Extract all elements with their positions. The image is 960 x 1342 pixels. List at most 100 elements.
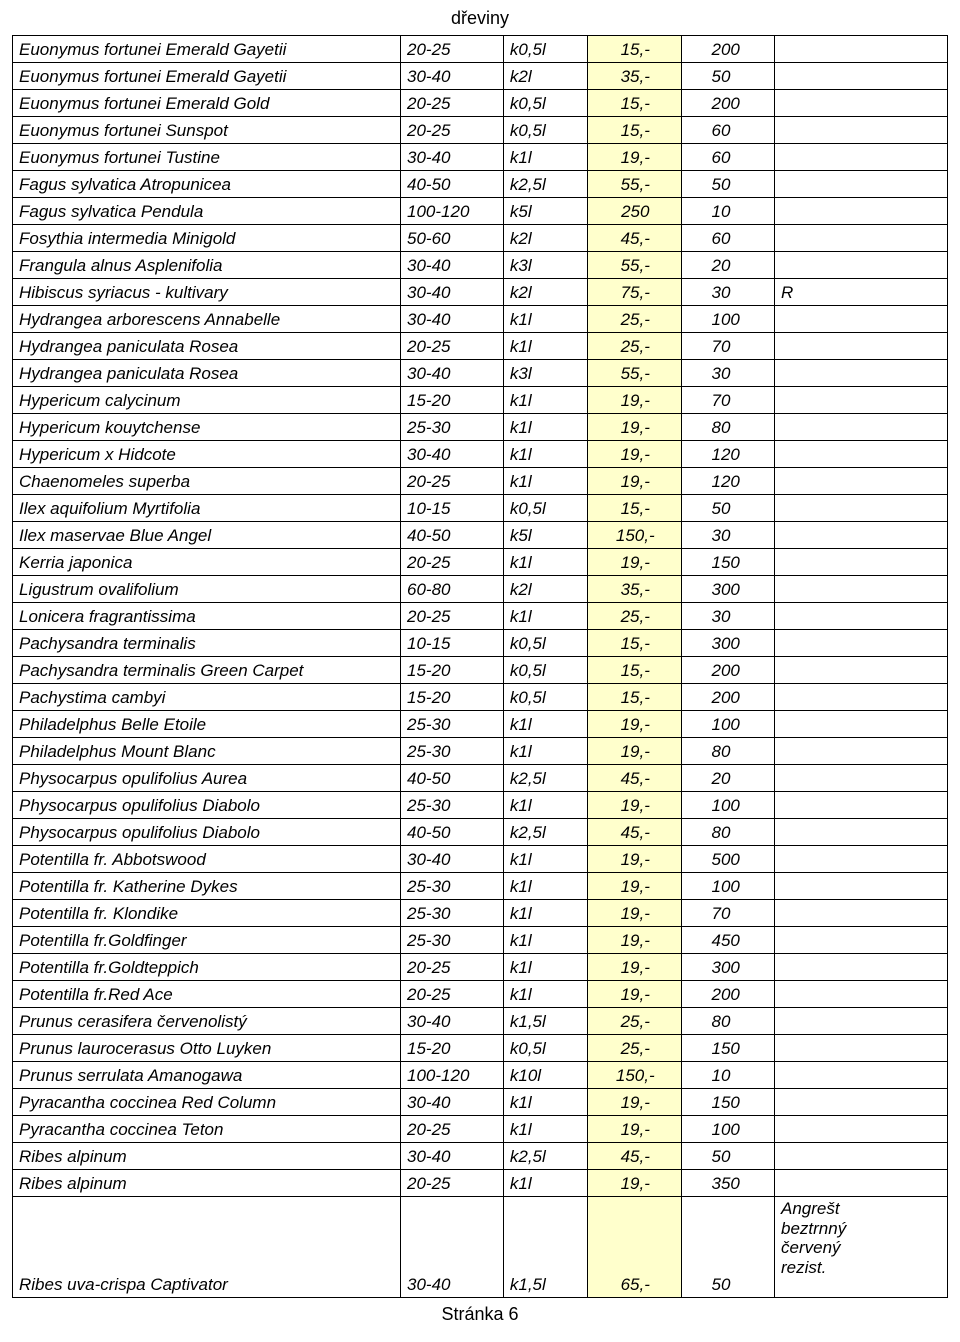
cell-pot: k1l: [503, 981, 587, 1008]
cell-pot: k2l: [503, 279, 587, 306]
table-row: Fagus sylvatica Atropunicea40-50k2,5l55,…: [13, 171, 948, 198]
cell-qty: 30: [681, 603, 775, 630]
cell-qty: 60: [681, 225, 775, 252]
cell-price: 19,-: [588, 1170, 682, 1197]
cell-size: 30-40: [401, 360, 504, 387]
cell-price: 19,-: [588, 981, 682, 1008]
cell-pot: k1l: [503, 711, 587, 738]
cell-name: Philadelphus Belle Etoile: [13, 711, 401, 738]
cell-pot: k0,5l: [503, 684, 587, 711]
cell-price: 19,-: [588, 1089, 682, 1116]
cell-size: 25-30: [401, 738, 504, 765]
cell-price: 35,-: [588, 63, 682, 90]
cell-qty: 50: [681, 1197, 775, 1298]
cell-qty: 200: [681, 981, 775, 1008]
cell-name: Pyracantha coccinea Teton: [13, 1116, 401, 1143]
cell-size: 25-30: [401, 873, 504, 900]
cell-pot: k1l: [503, 468, 587, 495]
cell-pot: k1l: [503, 1116, 587, 1143]
table-row: Pachysandra terminalis10-15k0,5l15,-300: [13, 630, 948, 657]
cell-qty: 100: [681, 1116, 775, 1143]
table-row: Euonymus fortunei Emerald Gayetii20-25k0…: [13, 36, 948, 63]
table-row: Ligustrum ovalifolium60-80k2l35,-300: [13, 576, 948, 603]
cell-name: Hibiscus syriacus - kultivary: [13, 279, 401, 306]
table-row: Philadelphus Mount Blanc25-30k1l19,-80: [13, 738, 948, 765]
cell-note: [775, 414, 948, 441]
table-row: Physocarpus opulifolius Diabolo40-50k2,5…: [13, 819, 948, 846]
cell-price: 25,-: [588, 1035, 682, 1062]
cell-note: [775, 657, 948, 684]
cell-price: 19,-: [588, 144, 682, 171]
cell-name: Prunus cerasifera červenolistý: [13, 1008, 401, 1035]
cell-qty: 70: [681, 333, 775, 360]
cell-size: 30-40: [401, 1008, 504, 1035]
cell-name: Pyracantha coccinea Red Column: [13, 1089, 401, 1116]
cell-pot: k1l: [503, 738, 587, 765]
cell-size: 100-120: [401, 198, 504, 225]
cell-price: 15,-: [588, 495, 682, 522]
cell-note: Angreštbeztrnnýčervenýrezist.: [775, 1197, 948, 1298]
cell-pot: k1l: [503, 549, 587, 576]
table-row: Potentilla fr.Red Ace20-25k1l19,-200: [13, 981, 948, 1008]
cell-name: Physocarpus opulifolius Diabolo: [13, 792, 401, 819]
cell-size: 25-30: [401, 711, 504, 738]
table-row: Hypericum kouytchense25-30k1l19,-80: [13, 414, 948, 441]
cell-size: 30-40: [401, 279, 504, 306]
cell-note: [775, 522, 948, 549]
cell-price: 45,-: [588, 225, 682, 252]
table-row: Potentilla fr. Abbotswood30-40k1l19,-500: [13, 846, 948, 873]
cell-size: 20-25: [401, 1116, 504, 1143]
cell-name: Potentilla fr.Goldfinger: [13, 927, 401, 954]
cell-name: Potentilla fr.Red Ace: [13, 981, 401, 1008]
cell-name: Prunus laurocerasus Otto Luyken: [13, 1035, 401, 1062]
cell-qty: 300: [681, 630, 775, 657]
table-row: Lonicera fragrantissima20-25k1l25,-30: [13, 603, 948, 630]
cell-pot: k1l: [503, 927, 587, 954]
cell-pot: k2l: [503, 63, 587, 90]
cell-note: [775, 1008, 948, 1035]
cell-qty: 80: [681, 414, 775, 441]
cell-note: [775, 252, 948, 279]
cell-size: 30-40: [401, 306, 504, 333]
cell-price: 35,-: [588, 576, 682, 603]
cell-pot: k1l: [503, 900, 587, 927]
cell-size: 30-40: [401, 252, 504, 279]
cell-qty: 60: [681, 117, 775, 144]
table-row: Kerria japonica20-25k1l19,-150: [13, 549, 948, 576]
cell-note: [775, 225, 948, 252]
cell-pot: k5l: [503, 522, 587, 549]
cell-note: [775, 819, 948, 846]
cell-name: Hydrangea paniculata Rosea: [13, 333, 401, 360]
cell-pot: k1l: [503, 387, 587, 414]
cell-name: Frangula alnus Asplenifolia: [13, 252, 401, 279]
cell-qty: 500: [681, 846, 775, 873]
cell-note: [775, 603, 948, 630]
cell-pot: k0,5l: [503, 495, 587, 522]
cell-pot: k1,5l: [503, 1197, 587, 1298]
cell-pot: k0,5l: [503, 36, 587, 63]
table-row: Hydrangea paniculata Rosea30-40k3l55,-30: [13, 360, 948, 387]
cell-price: 19,-: [588, 927, 682, 954]
table-row: Hydrangea paniculata Rosea20-25k1l25,-70: [13, 333, 948, 360]
cell-note: [775, 90, 948, 117]
table-row: Hypericum x Hidcote30-40k1l19,-120: [13, 441, 948, 468]
cell-note: [775, 900, 948, 927]
cell-qty: 20: [681, 765, 775, 792]
cell-size: 30-40: [401, 1197, 504, 1298]
cell-size: 25-30: [401, 900, 504, 927]
cell-size: 25-30: [401, 792, 504, 819]
cell-pot: k1l: [503, 846, 587, 873]
cell-pot: k2l: [503, 225, 587, 252]
cell-qty: 80: [681, 819, 775, 846]
cell-size: 30-40: [401, 846, 504, 873]
table-row: Ribes uva-crispa Captivator30-40k1,5l65,…: [13, 1197, 948, 1298]
cell-name: Fagus sylvatica Atropunicea: [13, 171, 401, 198]
cell-size: 15-20: [401, 657, 504, 684]
cell-size: 30-40: [401, 1089, 504, 1116]
cell-size: 30-40: [401, 441, 504, 468]
cell-pot: k1l: [503, 954, 587, 981]
page-title: dřeviny: [12, 8, 948, 29]
cell-name: Ilex maservae Blue Angel: [13, 522, 401, 549]
page-footer: Stránka 6: [12, 1304, 948, 1325]
cell-pot: k1,5l: [503, 1008, 587, 1035]
